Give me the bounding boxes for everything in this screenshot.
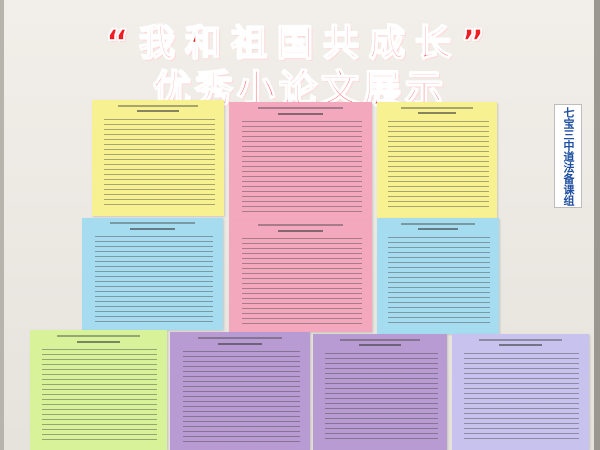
essay-paper-cyan-right (377, 218, 499, 334)
board-frame-right (594, 0, 600, 450)
essay-paper-green (30, 330, 167, 450)
essay-paper-yellow-left (92, 100, 224, 216)
essay-paper-yellow-right (377, 102, 497, 218)
author-label-text: 七宝三中道法备课组 (562, 107, 575, 206)
essay-paper-pink-bottom (229, 220, 372, 332)
essay-paper-cyan-left (82, 218, 223, 330)
banner-title-line-1: “我和祖国共成长” (105, 22, 495, 65)
essay-paper-pink-top (229, 102, 372, 220)
essay-paper-purple-right (313, 334, 447, 450)
author-label-card: 七宝三中道法备课组 (554, 104, 582, 208)
essay-paper-lavender (452, 334, 589, 450)
board-frame-left (0, 0, 4, 450)
essay-paper-purple-left (170, 332, 310, 450)
